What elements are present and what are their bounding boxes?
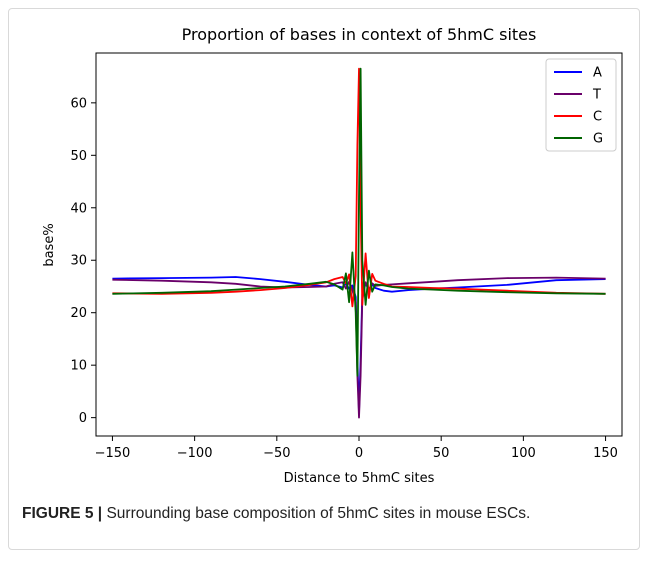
legend-label: G	[593, 132, 603, 147]
series-line-G	[112, 67, 606, 377]
plot-frame	[95, 52, 623, 437]
x-tick-label: −100	[177, 446, 213, 461]
y-tick-label: 50	[70, 149, 87, 164]
x-tick-label: 100	[511, 446, 536, 461]
y-axis-label: base%	[42, 223, 57, 266]
x-axis-label: Distance to 5hmC sites	[284, 471, 435, 486]
x-tick-label: −50	[263, 446, 290, 461]
series-line-T	[112, 276, 606, 419]
legend-label: A	[593, 66, 602, 81]
x-tick-label: 50	[433, 446, 450, 461]
y-tick-label: 30	[70, 254, 87, 269]
x-tick-label: 0	[355, 446, 363, 461]
figure-caption: FIGURE 5 | Surrounding base composition …	[22, 502, 622, 526]
legend-label: C	[593, 110, 602, 125]
y-tick-label: 20	[70, 306, 87, 321]
y-tick-label: 10	[70, 359, 87, 374]
figure-label: FIGURE 5 |	[22, 505, 103, 522]
y-tick-label: 40	[70, 201, 87, 216]
x-tick-label: 150	[593, 446, 618, 461]
line-chart: Proportion of bases in context of 5hmC s…	[42, 25, 623, 486]
y-tick-label: 0	[79, 411, 87, 426]
caption-text: Surrounding base composition of 5hmC sit…	[106, 505, 531, 522]
legend-box	[545, 58, 617, 152]
series-line-C	[112, 67, 606, 308]
y-tick-label: 60	[70, 96, 87, 111]
chart-title: Proportion of bases in context of 5hmC s…	[182, 25, 537, 44]
legend-label: T	[592, 88, 601, 103]
x-tick-label: −150	[95, 446, 131, 461]
